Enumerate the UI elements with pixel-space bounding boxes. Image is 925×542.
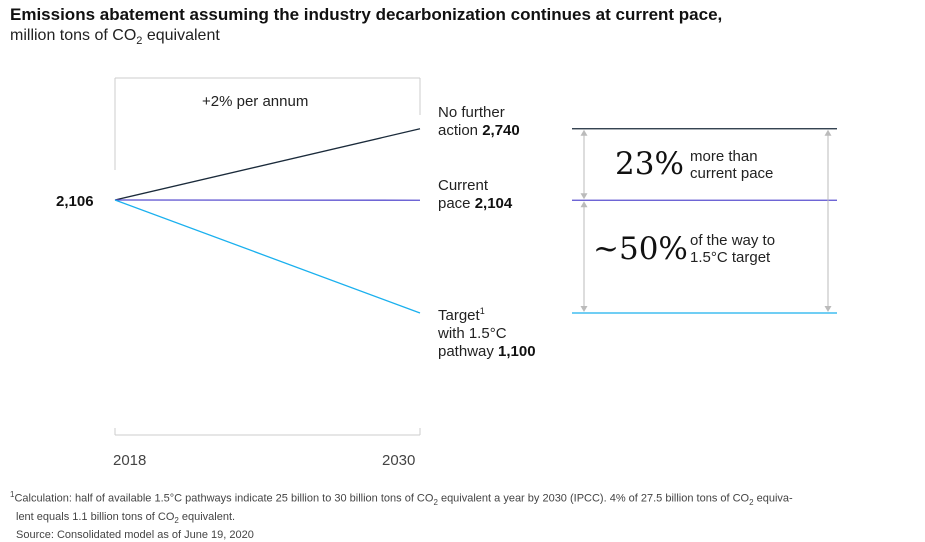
arrow-right-full-head-down [825,306,832,312]
arrow-left-top-head-up [581,130,588,136]
growth-annotation: +2% per annum [202,93,308,111]
series-lines [115,129,420,313]
series-line-target [115,200,420,313]
series-label-target: Target1 with 1.5°C pathway 1,100 [438,302,536,361]
comparison-text-50: of the way to 1.5°C target [690,232,775,266]
arrow-left-bottom-head-down [581,306,588,312]
arrow-right-full-head-up [825,130,832,136]
x-tick-label: 2030 [382,452,415,469]
footnote: 1Calculation: half of available 1.5°C pa… [10,488,910,542]
comparison-value-50: ~50% [593,231,688,267]
comparison-value-23: 23% [615,146,684,182]
series-label-current-pace: Current pace 2,104 [438,177,512,213]
start-value-label: 2,106 [56,193,94,211]
source-note: Source: Consolidated model as of June 19… [10,528,910,542]
arrow-left-bottom-head-up [581,201,588,207]
x-tick-label: 2018 [113,452,146,469]
arrow-left-top-head-down [581,193,588,199]
series-label-no-further-action: No further action 2,740 [438,104,520,140]
comparison-text-23: more than current pace [690,148,773,182]
series-line-no-further-action [115,129,420,200]
